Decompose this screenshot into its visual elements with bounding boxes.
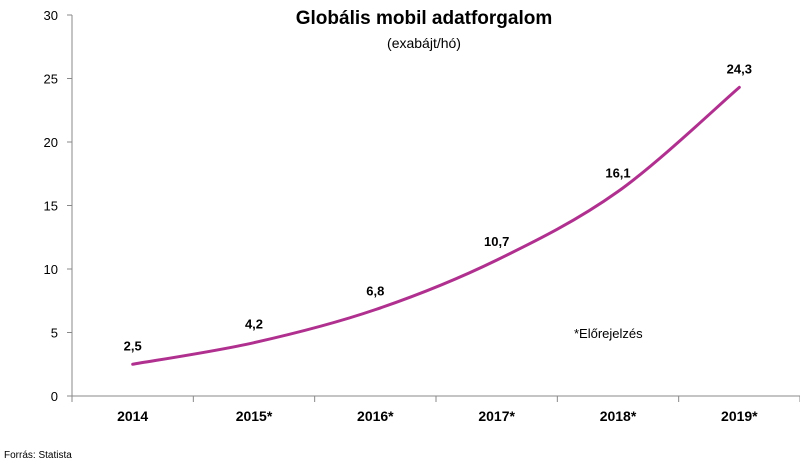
chart-subtitle: (exabájt/hó) <box>387 35 461 51</box>
y-tick-label: 0 <box>51 389 58 404</box>
y-tick-label: 15 <box>44 199 58 214</box>
data-label: 16,1 <box>605 166 630 181</box>
y-tick-label: 25 <box>44 72 58 87</box>
source-note: Forrás: Statista <box>4 450 72 461</box>
x-tick-label: 2018* <box>600 408 637 424</box>
data-label: 2,5 <box>124 338 142 353</box>
x-tick-label: 2016* <box>357 408 394 424</box>
data-label: 6,8 <box>366 284 384 299</box>
y-ticks: 0 5 10 15 20 25 30 <box>44 8 72 404</box>
y-tick-label: 20 <box>44 135 58 150</box>
series-line <box>131 85 741 366</box>
data-label: 24,3 <box>727 61 752 76</box>
y-tick-label: 10 <box>44 262 58 277</box>
x-tick-label: 2015* <box>236 408 273 424</box>
data-label: 10,7 <box>484 234 509 249</box>
x-tick-label: 2017* <box>478 408 515 424</box>
chart-title: Globális mobil adatforgalom <box>296 8 553 29</box>
x-ticks: 2014 2015* 2016* 2017* 2018* 2019* <box>71 396 800 424</box>
data-labels: 2,5 4,2 6,8 10,7 16,1 24,3 <box>124 61 752 353</box>
x-tick-label: 2014 <box>117 408 148 424</box>
y-tick-label: 5 <box>51 326 58 341</box>
x-tick-label: 2019* <box>721 408 758 424</box>
forecast-note: *Előrejelzés <box>574 326 643 341</box>
y-tick-label: 30 <box>44 8 58 23</box>
data-label: 4,2 <box>245 317 263 332</box>
